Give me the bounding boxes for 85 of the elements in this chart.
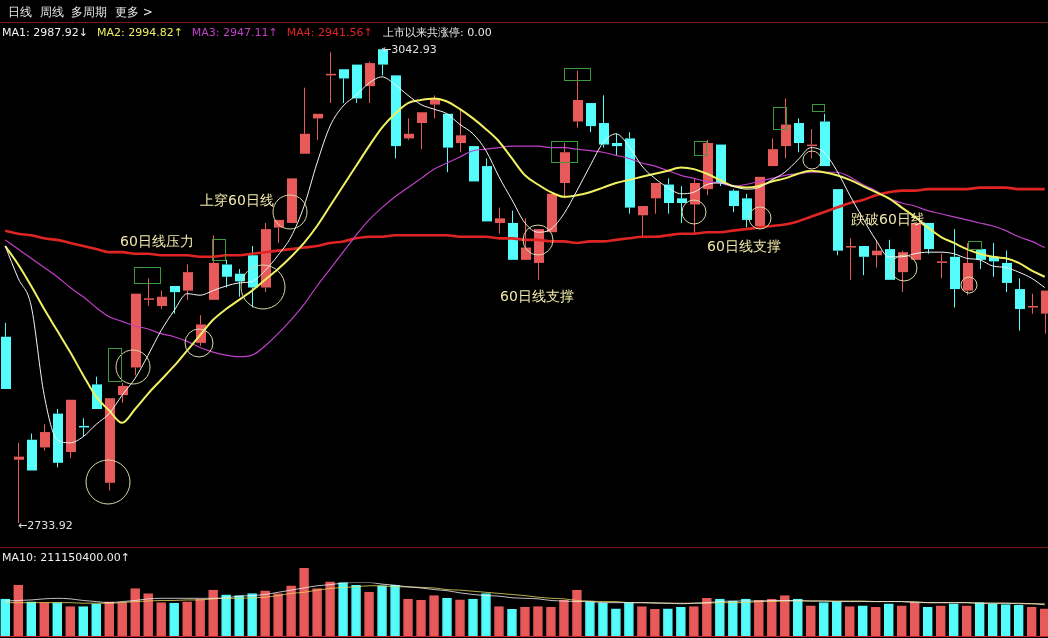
candlestick — [40, 423, 50, 451]
candlestick — [599, 94, 609, 149]
bar — [338, 582, 348, 637]
candlestick — [417, 112, 427, 150]
candlestick — [677, 185, 687, 224]
candlestick — [1, 322, 11, 389]
bar — [416, 600, 426, 637]
bar — [494, 606, 504, 637]
candlestick — [66, 399, 76, 459]
candlestick — [183, 263, 193, 301]
candlestick — [742, 193, 752, 229]
bar — [533, 606, 543, 637]
candlestick — [352, 64, 362, 104]
candlestick — [495, 207, 505, 235]
bar — [143, 593, 153, 637]
bar — [442, 598, 452, 637]
candlestick — [859, 246, 869, 276]
annotation: ←2733.92 — [18, 518, 73, 532]
bar — [559, 600, 569, 637]
annotation: ←3042.93 — [382, 42, 437, 56]
bar — [234, 595, 244, 637]
text: MA2: 2994.82↑ — [96, 26, 183, 39]
bar — [299, 568, 309, 637]
bar — [754, 600, 764, 637]
candlestick — [482, 157, 492, 222]
candlestick — [131, 293, 141, 376]
candlestick — [53, 408, 63, 468]
chart-title: 日线 周线 多周期 更多 > — [8, 4, 153, 21]
bar — [624, 602, 634, 637]
candlestick — [664, 177, 674, 215]
bar — [546, 607, 556, 637]
bar — [481, 593, 491, 637]
candlestick — [963, 242, 973, 296]
candlestick — [950, 228, 960, 309]
bar — [676, 607, 686, 637]
candlestick — [521, 217, 531, 260]
text: MA4: 2941.56↑ — [286, 26, 373, 39]
bar — [78, 606, 88, 637]
annotation: 60日线支撑 — [500, 287, 574, 304]
candlestick — [794, 117, 804, 153]
candlestick — [573, 70, 583, 129]
candlestick — [391, 75, 401, 159]
candlestick — [365, 61, 375, 104]
text: MA1: 2987.92↓ — [2, 26, 88, 39]
bar — [520, 607, 530, 637]
candlestick — [768, 137, 778, 167]
bar — [845, 606, 855, 637]
candlestick — [612, 133, 622, 156]
text: 上市以来共涨停: 0.00 — [383, 25, 492, 39]
annotation: 60日线压力 — [120, 232, 194, 249]
bar — [429, 595, 439, 637]
bar — [689, 606, 699, 637]
candlestick — [1002, 250, 1012, 293]
candlestick — [209, 234, 219, 300]
text: MA10: 211150400.00↑ — [2, 551, 130, 564]
candlestick — [586, 103, 596, 133]
candlestick — [846, 237, 856, 281]
bar — [819, 602, 829, 637]
bar — [780, 595, 790, 637]
annotation: 上穿60日线 — [200, 191, 274, 208]
bar — [273, 593, 283, 637]
annotation: 60日线支撑 — [707, 237, 781, 254]
candlestick — [729, 188, 739, 213]
bar — [507, 609, 517, 637]
candlestick — [456, 108, 466, 153]
candlestick — [625, 131, 635, 215]
bar — [156, 602, 166, 637]
candlestick — [443, 113, 453, 173]
candlestick — [1028, 293, 1038, 315]
candlestick — [937, 253, 947, 279]
bar — [637, 606, 647, 637]
candlestick — [27, 433, 37, 471]
candlestick — [157, 290, 167, 310]
bar — [702, 598, 712, 637]
candlestick — [300, 87, 310, 154]
text: MA3: 2947.11↑ — [191, 26, 278, 39]
candlestick — [339, 69, 349, 104]
candlestick — [144, 277, 154, 307]
candlestick — [781, 97, 791, 159]
candlestick — [560, 142, 570, 199]
bar — [117, 602, 127, 637]
bar — [650, 609, 660, 637]
candlestick — [508, 210, 518, 260]
candlestick — [1015, 277, 1025, 332]
candlestick — [651, 182, 661, 215]
